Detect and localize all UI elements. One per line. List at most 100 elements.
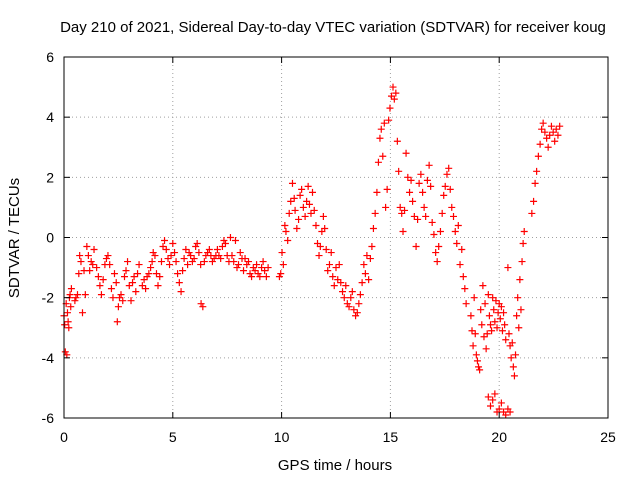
data-point — [379, 152, 387, 160]
data-point — [438, 209, 446, 217]
data-point — [245, 258, 253, 266]
data-point — [476, 366, 484, 374]
data-point — [340, 294, 348, 302]
data-point — [284, 237, 292, 245]
data-point — [278, 249, 286, 257]
data-point — [122, 267, 130, 275]
data-point — [180, 255, 188, 263]
data-point — [199, 303, 207, 311]
data-point — [422, 212, 430, 220]
data-point — [185, 249, 193, 257]
data-point — [89, 261, 97, 269]
data-point — [489, 294, 497, 302]
data-point — [471, 330, 479, 338]
data-point — [410, 212, 418, 220]
data-point — [475, 363, 483, 371]
data-point — [348, 288, 356, 296]
data-point — [157, 258, 165, 266]
data-point — [514, 294, 522, 302]
data-point — [493, 324, 501, 332]
y-tick-label: 2 — [46, 169, 54, 185]
data-point — [536, 140, 544, 148]
data-point — [402, 149, 410, 157]
data-point — [389, 83, 397, 91]
data-point — [192, 243, 200, 251]
data-point — [445, 164, 453, 172]
y-tick-label: 0 — [46, 230, 54, 246]
data-point — [102, 255, 110, 263]
data-point — [167, 252, 175, 260]
data-point — [332, 264, 340, 272]
data-point — [329, 273, 337, 281]
data-point — [450, 212, 458, 220]
data-point — [495, 405, 503, 413]
data-point — [63, 309, 71, 317]
data-point — [386, 104, 394, 112]
data-point — [97, 291, 105, 299]
data-point — [420, 203, 428, 211]
data-point — [262, 273, 270, 281]
data-point — [187, 252, 195, 260]
data-point — [363, 252, 371, 260]
data-point — [72, 294, 80, 302]
data-point — [110, 270, 118, 278]
data-point — [520, 227, 528, 235]
data-points — [60, 83, 564, 419]
data-point — [498, 327, 506, 335]
data-point — [356, 291, 364, 299]
data-point — [115, 294, 123, 302]
data-point — [166, 261, 174, 269]
data-point — [412, 243, 420, 251]
data-point — [279, 261, 287, 269]
data-point — [446, 185, 454, 193]
chart-title: Day 210 of 2021, Sidereal Day-to-day VTE… — [60, 19, 606, 36]
data-point — [427, 182, 435, 190]
data-point — [310, 206, 318, 214]
y-tick-label: 4 — [46, 109, 54, 125]
data-point — [432, 249, 440, 257]
data-point — [175, 279, 183, 287]
data-point — [395, 167, 403, 175]
data-point — [322, 246, 330, 254]
data-point — [390, 95, 398, 103]
data-point — [484, 291, 492, 299]
data-point — [510, 372, 518, 380]
data-point — [77, 258, 85, 266]
data-point — [479, 282, 487, 290]
data-point — [509, 363, 517, 371]
data-point — [205, 246, 213, 254]
data-point — [293, 224, 301, 232]
axis-ticks — [63, 56, 609, 419]
data-point — [285, 209, 293, 217]
data-point — [287, 197, 295, 205]
x-tick-label: 10 — [274, 429, 290, 445]
data-point — [505, 330, 513, 338]
data-point — [119, 297, 127, 305]
data-point — [497, 399, 505, 407]
data-point — [330, 282, 338, 290]
x-tick-label: 5 — [169, 429, 177, 445]
data-point — [539, 119, 547, 127]
data-point — [541, 128, 549, 136]
data-point — [99, 276, 107, 284]
data-point — [319, 212, 327, 220]
data-point — [299, 203, 307, 211]
data-point — [195, 249, 203, 257]
data-point — [96, 282, 104, 290]
data-point — [327, 249, 335, 257]
data-point — [486, 402, 494, 410]
x-tick-label: 25 — [600, 429, 616, 445]
data-point — [124, 258, 132, 266]
data-point — [482, 345, 490, 353]
data-point — [240, 267, 248, 275]
x-tick-label: 15 — [383, 429, 399, 445]
data-point — [291, 206, 299, 214]
data-point — [497, 303, 505, 311]
data-point — [415, 179, 423, 187]
data-point — [61, 348, 69, 356]
data-point — [84, 252, 92, 260]
data-point — [507, 354, 515, 362]
data-point — [182, 246, 190, 254]
data-point — [218, 243, 226, 251]
data-point — [459, 273, 467, 281]
